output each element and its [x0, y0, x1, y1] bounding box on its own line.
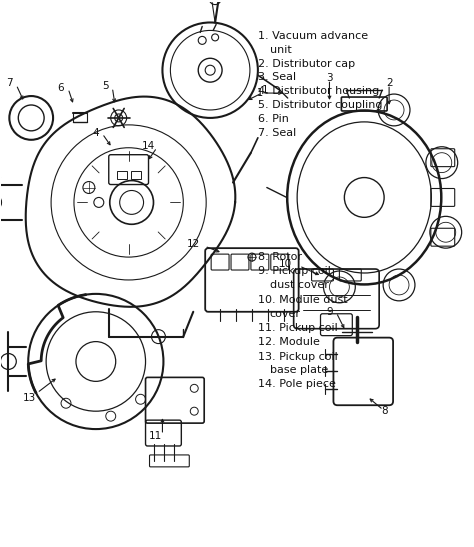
Text: 11: 11 [149, 431, 162, 441]
Text: 13: 13 [23, 393, 36, 403]
Text: 3. Seal: 3. Seal [258, 72, 296, 82]
Bar [117, 171, 127, 178]
Text: 14. Pole piece: 14. Pole piece [258, 380, 336, 389]
Text: base plate: base plate [270, 365, 328, 375]
Text: 4. Distributor housing: 4. Distributor housing [258, 86, 379, 96]
Text: 1. Vacuum advance: 1. Vacuum advance [258, 31, 368, 42]
Text: unit: unit [270, 45, 292, 55]
Text: 8. Rotor: 8. Rotor [258, 252, 302, 262]
Text: 6. Pin: 6. Pin [258, 114, 289, 124]
Text: 4: 4 [92, 128, 99, 138]
Text: 5. Distributor coupling: 5. Distributor coupling [258, 100, 383, 110]
Text: 7. Seal: 7. Seal [258, 128, 296, 138]
Text: 7: 7 [6, 78, 13, 88]
Text: 5: 5 [102, 81, 109, 91]
Text: 13. Pickup coil: 13. Pickup coil [258, 352, 337, 362]
Text: 9: 9 [326, 307, 333, 317]
Text: 10. Module dust: 10. Module dust [258, 295, 347, 305]
Text: 2: 2 [386, 78, 392, 88]
Text: 2. Distributor cap: 2. Distributor cap [258, 59, 355, 69]
Text: 9. Pickup coil: 9. Pickup coil [258, 266, 331, 276]
Text: dust cover: dust cover [270, 280, 328, 290]
Text: 10: 10 [279, 259, 292, 269]
Text: 1: 1 [257, 88, 263, 98]
Text: 14: 14 [142, 141, 155, 151]
Text: cover: cover [270, 309, 301, 319]
Bar [131, 171, 141, 178]
Text: 8: 8 [381, 406, 387, 416]
Text: 12. Module: 12. Module [258, 336, 320, 347]
Text: 6: 6 [58, 83, 64, 93]
Text: 1: 1 [262, 85, 268, 95]
Text: 3: 3 [326, 73, 333, 83]
Text: 11. Pickup coil: 11. Pickup coil [258, 323, 337, 333]
Text: 12: 12 [187, 239, 200, 249]
